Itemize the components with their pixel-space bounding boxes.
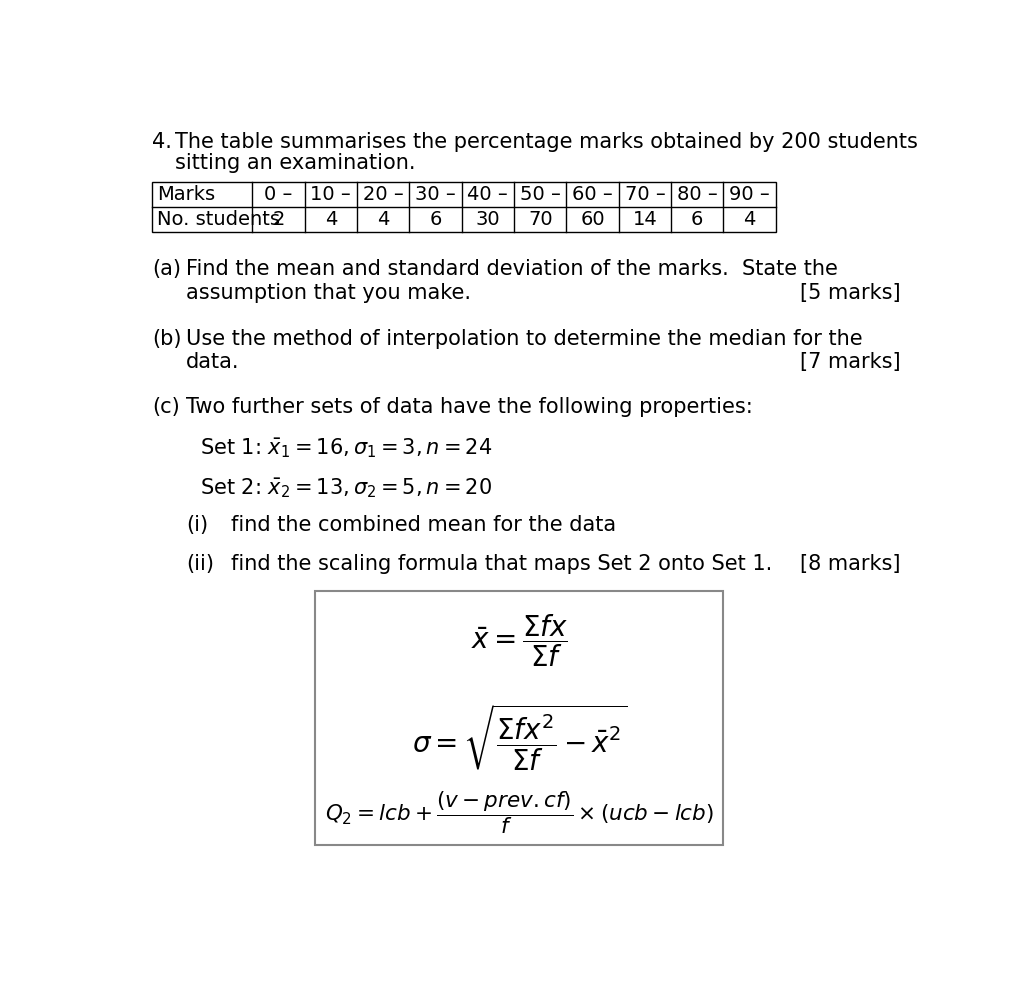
Text: 80 –: 80 – bbox=[677, 185, 718, 204]
Text: $Q_2 = lcb + \dfrac{(v - prev.cf)}{f} \times (ucb - lcb)$: $Q_2 = lcb + \dfrac{(v - prev.cf)}{f} \t… bbox=[325, 789, 714, 836]
Text: 30: 30 bbox=[475, 210, 500, 229]
Text: Find the mean and standard deviation of the marks.  State the: Find the mean and standard deviation of … bbox=[186, 259, 838, 279]
Text: [8 marks]: [8 marks] bbox=[800, 554, 900, 574]
Bar bbox=[315, 591, 724, 845]
Text: 6: 6 bbox=[429, 210, 441, 229]
Text: 70 –: 70 – bbox=[625, 185, 666, 204]
Text: (ii): (ii) bbox=[186, 554, 214, 574]
Text: $\sigma = \sqrt{\dfrac{\Sigma fx^2}{\Sigma f} - \bar{x}^2}$: $\sigma = \sqrt{\dfrac{\Sigma fx^2}{\Sig… bbox=[412, 703, 627, 772]
Text: 50 –: 50 – bbox=[520, 185, 560, 204]
Text: Set 1: $\bar{x}_1 = 16, \sigma_1 = 3, n = 24$: Set 1: $\bar{x}_1 = 16, \sigma_1 = 3, n … bbox=[200, 436, 493, 460]
Text: assumption that you make.: assumption that you make. bbox=[186, 282, 471, 302]
Text: (c): (c) bbox=[153, 396, 180, 416]
Text: 4: 4 bbox=[325, 210, 337, 229]
Text: Two further sets of data have the following properties:: Two further sets of data have the follow… bbox=[186, 396, 753, 416]
Text: 14: 14 bbox=[633, 210, 657, 229]
Text: [5 marks]: [5 marks] bbox=[800, 282, 900, 302]
Text: find the scaling formula that maps Set 2 onto Set 1.: find the scaling formula that maps Set 2… bbox=[230, 554, 772, 574]
Text: 70: 70 bbox=[528, 210, 553, 229]
Bar bbox=[153, 182, 776, 232]
Text: find the combined mean for the data: find the combined mean for the data bbox=[230, 516, 615, 536]
Text: 2: 2 bbox=[272, 210, 285, 229]
Text: Use the method of interpolation to determine the median for the: Use the method of interpolation to deter… bbox=[186, 328, 862, 348]
Text: 90 –: 90 – bbox=[729, 185, 770, 204]
Text: 60 –: 60 – bbox=[572, 185, 613, 204]
Text: 60: 60 bbox=[581, 210, 605, 229]
Text: (i): (i) bbox=[186, 516, 208, 536]
Text: $\bar{x} = \dfrac{\Sigma fx}{\Sigma f}$: $\bar{x} = \dfrac{\Sigma fx}{\Sigma f}$ bbox=[471, 613, 568, 669]
Text: No. students: No. students bbox=[157, 210, 280, 229]
Text: Marks: Marks bbox=[157, 185, 215, 204]
Text: 4: 4 bbox=[377, 210, 389, 229]
Text: 30 –: 30 – bbox=[415, 185, 456, 204]
Text: 0 –: 0 – bbox=[264, 185, 293, 204]
Text: 40 –: 40 – bbox=[468, 185, 508, 204]
Text: The table summarises the percentage marks obtained by 200 students: The table summarises the percentage mark… bbox=[175, 132, 919, 152]
Text: sitting an examination.: sitting an examination. bbox=[175, 153, 416, 173]
Text: 4: 4 bbox=[743, 210, 756, 229]
Text: 20 –: 20 – bbox=[362, 185, 403, 204]
Text: (b): (b) bbox=[153, 328, 181, 348]
Text: 4.: 4. bbox=[153, 132, 172, 152]
Text: 6: 6 bbox=[691, 210, 703, 229]
Text: [7 marks]: [7 marks] bbox=[800, 352, 900, 372]
Text: (a): (a) bbox=[153, 259, 181, 279]
Text: data.: data. bbox=[186, 352, 240, 372]
Text: Set 2: $\bar{x}_2 = 13, \sigma_2 = 5, n = 20$: Set 2: $\bar{x}_2 = 13, \sigma_2 = 5, n … bbox=[200, 476, 492, 500]
Text: 10 –: 10 – bbox=[310, 185, 351, 204]
